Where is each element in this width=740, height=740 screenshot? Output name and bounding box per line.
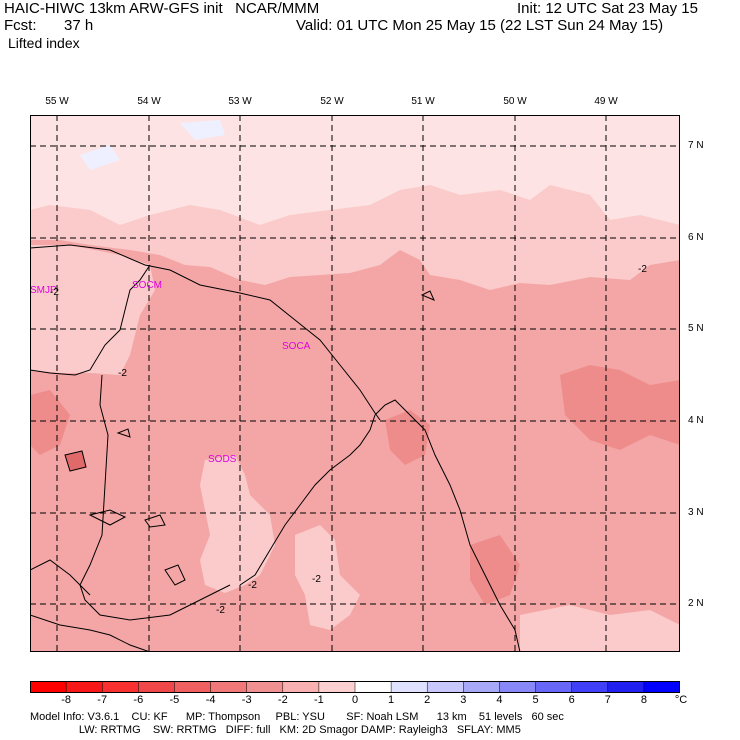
colorbar-cell xyxy=(607,681,645,693)
contour-label: -2 xyxy=(216,605,225,616)
colorbar xyxy=(30,681,680,693)
lat-label: 4 N xyxy=(688,415,704,426)
colorbar-cell xyxy=(390,681,428,693)
colorbar-tick-label: -7 xyxy=(97,694,108,706)
contour-label: -2 xyxy=(50,287,59,298)
colorbar-cell xyxy=(426,681,465,693)
colorbar-cell xyxy=(318,681,356,693)
colorbar-tick-label: 7 xyxy=(604,694,611,706)
colorbar-unit: °C xyxy=(674,694,688,706)
colorbar-cell xyxy=(571,681,609,693)
colorbar-cell xyxy=(354,681,392,693)
colorbar-tick-label: 0 xyxy=(351,694,359,706)
fill-minus4-south xyxy=(470,535,520,605)
lat-label: 3 N xyxy=(688,507,704,518)
colorbar-tick-label: 8 xyxy=(640,694,647,706)
colorbar-tick-label: 5 xyxy=(532,694,539,706)
fill-minus5-spot xyxy=(64,450,87,472)
coastlines-borders xyxy=(30,244,521,652)
lon-label: 54 W xyxy=(137,96,161,107)
colorbar-tick-label: -8 xyxy=(61,694,71,706)
contour-label: -2 xyxy=(312,574,321,585)
lon-label: 50 W xyxy=(503,96,527,107)
station-label: SODS xyxy=(208,454,237,465)
lat-label: 6 N xyxy=(688,232,704,243)
fill-minus2-sods xyxy=(200,455,275,593)
map-frame xyxy=(30,115,680,652)
valid-time: Valid: 01 UTC Mon 25 May 15 (22 LST Sun … xyxy=(296,17,664,34)
fill-minus4-west xyxy=(30,390,70,455)
contour-lines xyxy=(88,290,435,586)
lat-label: 7 N xyxy=(688,140,704,151)
forecast-label: Fcst: xyxy=(4,17,37,34)
lon-label: 52 W xyxy=(320,96,344,107)
colorbar-cell xyxy=(463,681,501,693)
colorbar-tick-label: -3 xyxy=(241,694,252,706)
contour-label: -2 xyxy=(248,580,257,591)
colorbar-cell xyxy=(65,681,103,693)
lon-label: 55 W xyxy=(45,96,69,107)
lifted-index-map: SMJP SOCM SOCA SODS -2 -2 -2 -2 -2 -2 xyxy=(30,115,680,652)
colorbar-cell xyxy=(101,681,140,693)
colorbar-cell xyxy=(643,681,680,693)
station-label: SOCA xyxy=(282,341,311,352)
fill-minus2-west xyxy=(30,245,155,375)
lon-label: 49 W xyxy=(594,96,618,107)
init-time: Init: 12 UTC Sat 23 May 15 xyxy=(517,0,698,17)
colorbar-tick-label: 3 xyxy=(460,694,467,706)
colorbar-tick-label: 6 xyxy=(568,694,575,706)
colorbar-tick-label: -6 xyxy=(133,694,144,706)
contour-label: -2 xyxy=(118,368,127,379)
lat-label: 2 N xyxy=(688,598,704,609)
station-label: SOCM xyxy=(132,280,162,291)
colorbar-cell xyxy=(246,681,284,693)
colorbar-tick-label: -2 xyxy=(277,694,288,706)
lon-label: 51 W xyxy=(411,96,435,107)
colorbar-cell xyxy=(210,681,248,693)
colorbar-cell xyxy=(282,681,320,693)
colorbar-tick-label: 2 xyxy=(424,694,431,706)
model-title: HAIC-HIWC 13km ARW-GFS init NCAR/MMM xyxy=(4,0,320,17)
colorbar-cell xyxy=(499,681,537,693)
colorbar-tick-label: -4 xyxy=(205,694,216,706)
colorbar-tick-label: 4 xyxy=(496,694,503,706)
colorbar-cell xyxy=(30,681,67,693)
colorbar-tick-label: -5 xyxy=(169,694,180,706)
colorbar-tick-label: 1 xyxy=(388,694,395,706)
forecast-hour: 37 h xyxy=(64,17,94,34)
lat-lon-grid xyxy=(30,115,680,652)
fill-minus1-region xyxy=(30,115,680,225)
station-label: SMJP xyxy=(30,285,57,296)
lon-label: 53 W xyxy=(228,96,252,107)
lat-label: 5 N xyxy=(688,323,704,334)
model-info-line2: LW: RRTMG SW: RRTMG DIFF: full KM: 2D Sm… xyxy=(30,724,521,736)
field-name: Lifted index xyxy=(8,35,80,51)
fill-minus4-east xyxy=(560,365,680,450)
colorbar-tick-label: -1 xyxy=(314,694,324,706)
contour-label: -2 xyxy=(638,264,647,275)
model-info-line1: Model Info: V3.6.1 CU: KF MP: Thompson P… xyxy=(30,711,564,723)
colorbar-cell xyxy=(535,681,573,693)
fill-positive-region xyxy=(80,120,225,170)
colorbar-cell xyxy=(138,681,176,693)
colorbar-cell xyxy=(174,681,212,693)
fill-minus2-se xyxy=(520,605,680,652)
